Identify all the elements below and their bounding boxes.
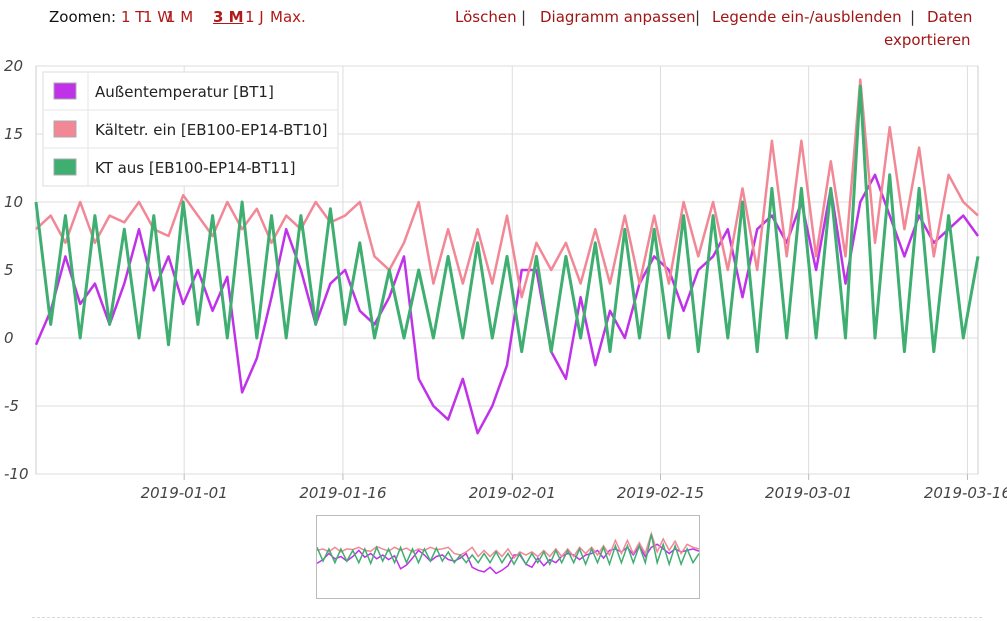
legend-swatch-brine-in [53,120,77,138]
overview-series-line-brine-out [316,534,700,567]
y-tick-label: -10 [4,465,29,483]
series-line-brine-out [34,84,980,354]
main-chart[interactable]: 20 15 10 5 0 -5 -10 2019-01-01 2019-01-16 2019-02… [0,58,1007,498]
legend-box [42,71,339,187]
y-tick-label: 5 [4,261,14,279]
x-tick-label: 2019-02-15 [617,484,704,498]
x-tick-label: 2019-01-16 [299,484,386,498]
y-tick-label: 10 [4,193,23,211]
grid: 20 15 10 5 0 -5 -10 2019-01-01 2019-01-16 2019-02… [4,58,1007,498]
separator: | [910,8,916,26]
x-tick-label: 2019-03-16 [924,484,1007,498]
divider [32,617,982,618]
clear-link[interactable]: Löschen [455,8,517,26]
zoom-label: Zoomen: [49,8,117,26]
overview-range-selector[interactable] [316,515,700,599]
customize-chart-link[interactable]: Diagramm anpassen [540,8,696,26]
legend-label-brine-out[interactable]: KT aus [EB100-EP14-BT11] [95,159,295,177]
zoom-3-months[interactable]: 3 M [213,8,244,26]
zoom-1-month[interactable]: 1 M [166,8,194,26]
x-tick-label: 2019-02-01 [469,484,556,498]
chart-toolbar: Zoomen: 1 T 1 W 1 M 3 M 1 J Max. Löschen… [0,0,1007,60]
legend-swatch-brine-out [53,158,77,176]
separator: | [695,8,701,26]
zoom-1-week[interactable]: 1 W [143,8,173,26]
zoom-1-day[interactable]: 1 T [121,8,145,26]
legend-label-outdoor-temp[interactable]: Außentemperatur [BT1] [95,83,274,101]
x-tick-label: 2019-01-01 [141,484,228,498]
y-tick-label: 15 [4,125,23,143]
y-tick-label: -5 [4,397,19,415]
x-tick-label: 2019-03-01 [765,484,852,498]
legend-swatch-outdoor-temp [53,82,77,100]
zoom-max[interactable]: Max. [270,8,306,26]
legend[interactable]: Außentemperatur [BT1] Kältetr. ein [EB10… [42,71,339,187]
export-data-link-line1[interactable]: Daten [927,8,973,26]
separator: | [521,8,527,26]
series-line-brine-in [35,78,979,299]
y-tick-label: 0 [4,329,14,347]
overview-series-line-brine-in [316,530,700,560]
zoom-1-year[interactable]: 1 J [245,8,264,26]
export-data-link-line2[interactable]: exportieren [884,31,971,49]
overview-chart[interactable] [316,516,700,598]
y-tick-label: 20 [4,58,23,75]
series-lines [34,78,980,435]
toggle-legend-link[interactable]: Legende ein-/ausblenden [712,8,902,26]
legend-label-brine-in[interactable]: Kältetr. ein [EB100-EP14-BT10] [95,121,327,139]
